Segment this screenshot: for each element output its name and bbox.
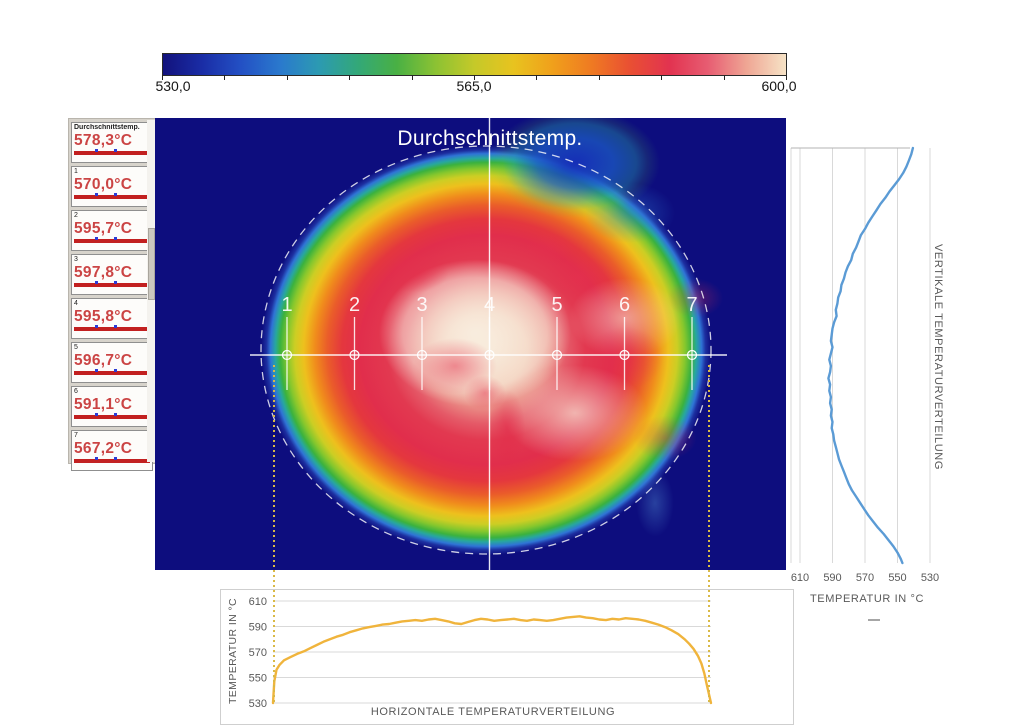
range-marker-icon	[113, 281, 117, 284]
range-marker-icon	[95, 237, 99, 240]
temperature-scale: 530,0 565,0 600,0	[155, 53, 797, 98]
scale-tick	[224, 75, 226, 80]
legend-dash-icon	[868, 619, 880, 621]
horizontal-chart-panel: 610 590 570 550 530	[220, 589, 794, 725]
reading-range-bar	[74, 149, 150, 155]
v-axis-tick-label: 550	[888, 572, 906, 584]
range-marker-icon	[113, 369, 117, 372]
reading-label: Durchschnittstemp.	[74, 124, 140, 131]
reading-card[interactable]: 3 597,8°C	[71, 254, 153, 295]
guide-line-right	[708, 365, 710, 703]
scale-tick	[349, 75, 351, 80]
reading-label: 7	[74, 432, 78, 439]
scale-tick	[536, 75, 538, 80]
scale-tick	[411, 75, 413, 80]
reading-card[interactable]: Durchschnittstemp. 578,3°C	[71, 122, 153, 163]
thermal-blob	[155, 118, 786, 570]
reading-label: 4	[74, 300, 78, 307]
readings-panel: Durchschnittstemp. 578,3°C 1 570,0°C 2 595,7°…	[68, 118, 158, 471]
scale-max-label: 600,0	[761, 78, 797, 94]
range-marker-icon	[95, 369, 99, 372]
range-marker-icon	[95, 325, 99, 328]
reading-range-bar	[74, 369, 150, 375]
thermal-image-title: Durchschnittstemp.	[397, 127, 583, 150]
reading-label: 1	[74, 168, 78, 175]
range-marker-icon	[113, 325, 117, 328]
reading-card[interactable]: 5 596,7°C	[71, 342, 153, 383]
range-marker-icon	[95, 281, 99, 284]
range-marker-icon	[113, 413, 117, 416]
scale-tick	[723, 75, 725, 80]
reading-value: 597,8°C	[74, 264, 133, 281]
temperature-scale-gradient	[162, 53, 787, 76]
reading-value: 567,2°C	[74, 440, 133, 457]
reading-label: 6	[74, 388, 78, 395]
h-axis-tick-label: 590	[249, 622, 267, 634]
reading-value: 570,0°C	[74, 176, 133, 193]
range-marker-icon	[95, 193, 99, 196]
v-axis-tick-label: 610	[791, 572, 809, 584]
scale-tick	[786, 75, 787, 80]
scale-tick	[661, 75, 663, 80]
vertical-chart-title: VERTIKALE TEMPERATURVERTEILUNG	[932, 243, 944, 471]
range-marker-icon	[95, 149, 99, 152]
v-axis-tick-label: 590	[823, 572, 841, 584]
readings-list: Durchschnittstemp. 578,3°C 1 570,0°C 2 595,7°…	[70, 120, 153, 474]
horizontal-profile-curve	[271, 615, 713, 705]
range-marker-icon	[95, 457, 99, 460]
reading-label: 5	[74, 344, 78, 351]
reading-card[interactable]: 6 591,1°C	[71, 386, 153, 427]
scrollbar-thumb[interactable]	[148, 228, 155, 300]
scale-tick	[598, 75, 600, 80]
v-axis-tick-label: 570	[856, 572, 874, 584]
reading-card[interactable]: 1 570,0°C	[71, 166, 153, 207]
vertical-profile-chart: 610 590 570 550 530	[790, 146, 939, 584]
reading-value: 578,3°C	[74, 132, 133, 149]
reading-card[interactable]: 2 595,7°C	[71, 210, 153, 251]
reading-value: 591,1°C	[74, 396, 133, 413]
reading-value: 596,7°C	[74, 352, 133, 369]
reading-range-bar	[74, 413, 150, 419]
range-marker-icon	[113, 237, 117, 240]
reading-card[interactable]: 4 595,8°C	[71, 298, 153, 339]
range-marker-icon	[113, 457, 117, 460]
reading-range-bar	[74, 325, 150, 331]
reading-card[interactable]: 7 567,2°C	[71, 430, 153, 471]
v-axis-tick-label: 530	[921, 572, 939, 584]
reading-label: 2	[74, 212, 78, 219]
reading-range-bar	[74, 457, 150, 463]
horizontal-chart-axis-title: TEMPERATUR IN °C	[227, 597, 239, 705]
guide-line-left	[273, 365, 275, 703]
scale-tick	[474, 75, 475, 80]
scale-mid-label: 565,0	[456, 78, 492, 94]
reading-range-bar	[74, 237, 150, 243]
h-axis-tick-label: 610	[249, 596, 267, 608]
reading-value: 595,7°C	[74, 220, 133, 237]
vertical-chart-axis-title: TEMPERATUR IN °C	[809, 593, 925, 605]
reading-range-bar	[74, 281, 150, 287]
reading-range-bar	[74, 193, 150, 199]
scale-tick	[286, 75, 288, 80]
scale-tick	[162, 75, 163, 80]
horizontal-profile-chart: 610 590 570 550 530	[249, 596, 713, 710]
vertical-profile-curve	[827, 146, 915, 565]
reading-label: 3	[74, 256, 78, 263]
h-axis-tick-label: 550	[249, 673, 267, 685]
temperature-scale-ticks	[162, 75, 787, 81]
readings-scrollbar[interactable]	[147, 120, 156, 462]
h-axis-tick-label: 530	[249, 698, 267, 710]
range-marker-icon	[95, 413, 99, 416]
range-marker-icon	[113, 193, 117, 196]
scale-min-label: 530,0	[155, 78, 191, 94]
range-marker-icon	[113, 149, 117, 152]
h-axis-tick-label: 570	[249, 647, 267, 659]
horizontal-chart-title: HORIZONTALE TEMPERATURVERTEILUNG	[370, 706, 616, 718]
reading-value: 595,8°C	[74, 308, 133, 325]
